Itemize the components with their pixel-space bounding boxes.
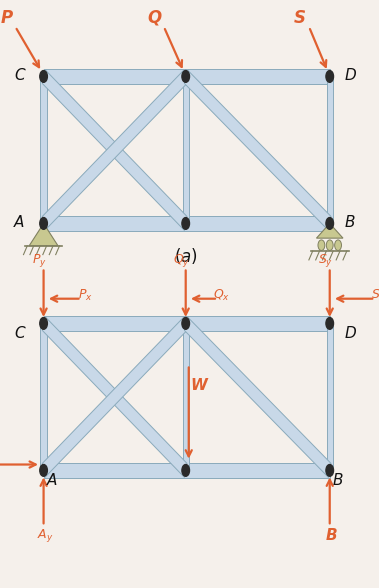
Text: $P_x$: $P_x$ [78,288,93,303]
Text: P: P [0,9,13,26]
Polygon shape [42,69,187,230]
Circle shape [335,240,341,250]
Polygon shape [42,316,187,477]
Circle shape [182,465,190,476]
Circle shape [40,218,47,229]
Text: A: A [14,215,25,230]
Polygon shape [185,69,331,230]
Text: B: B [345,215,356,230]
Circle shape [182,318,190,329]
Circle shape [318,240,325,250]
Polygon shape [183,323,189,470]
Circle shape [182,218,190,229]
Text: A: A [47,473,57,489]
Polygon shape [41,323,47,470]
Circle shape [40,318,47,329]
Text: B: B [326,527,337,543]
Polygon shape [185,316,331,477]
Text: $S_x$: $S_x$ [371,288,379,303]
Text: $(a)$: $(a)$ [174,246,197,266]
Text: B: B [333,473,343,489]
Text: C: C [14,68,25,83]
Circle shape [40,465,47,476]
Polygon shape [44,216,330,231]
Text: D: D [345,326,357,342]
Circle shape [326,218,334,229]
Text: $Q_y$: $Q_y$ [172,252,190,269]
Polygon shape [41,76,47,223]
Text: S: S [294,9,306,26]
Polygon shape [44,463,330,478]
Circle shape [326,71,334,82]
Polygon shape [44,316,330,331]
Polygon shape [327,323,333,470]
Polygon shape [44,69,330,84]
Polygon shape [42,69,187,230]
Circle shape [326,240,333,250]
Circle shape [326,465,334,476]
Polygon shape [42,316,187,477]
Text: C: C [14,326,25,342]
Text: $S_y$: $S_y$ [318,252,333,269]
Polygon shape [29,223,58,246]
Circle shape [326,318,334,329]
Text: $Q_x$: $Q_x$ [213,288,230,303]
Polygon shape [327,76,333,223]
Polygon shape [316,223,343,238]
Text: $P_y$: $P_y$ [31,252,47,269]
Circle shape [40,71,47,82]
Text: Q: Q [147,9,162,26]
Text: D: D [345,68,357,83]
Text: $A_y$: $A_y$ [37,527,54,543]
Circle shape [182,71,190,82]
Text: W: W [191,377,207,393]
Polygon shape [183,76,189,223]
